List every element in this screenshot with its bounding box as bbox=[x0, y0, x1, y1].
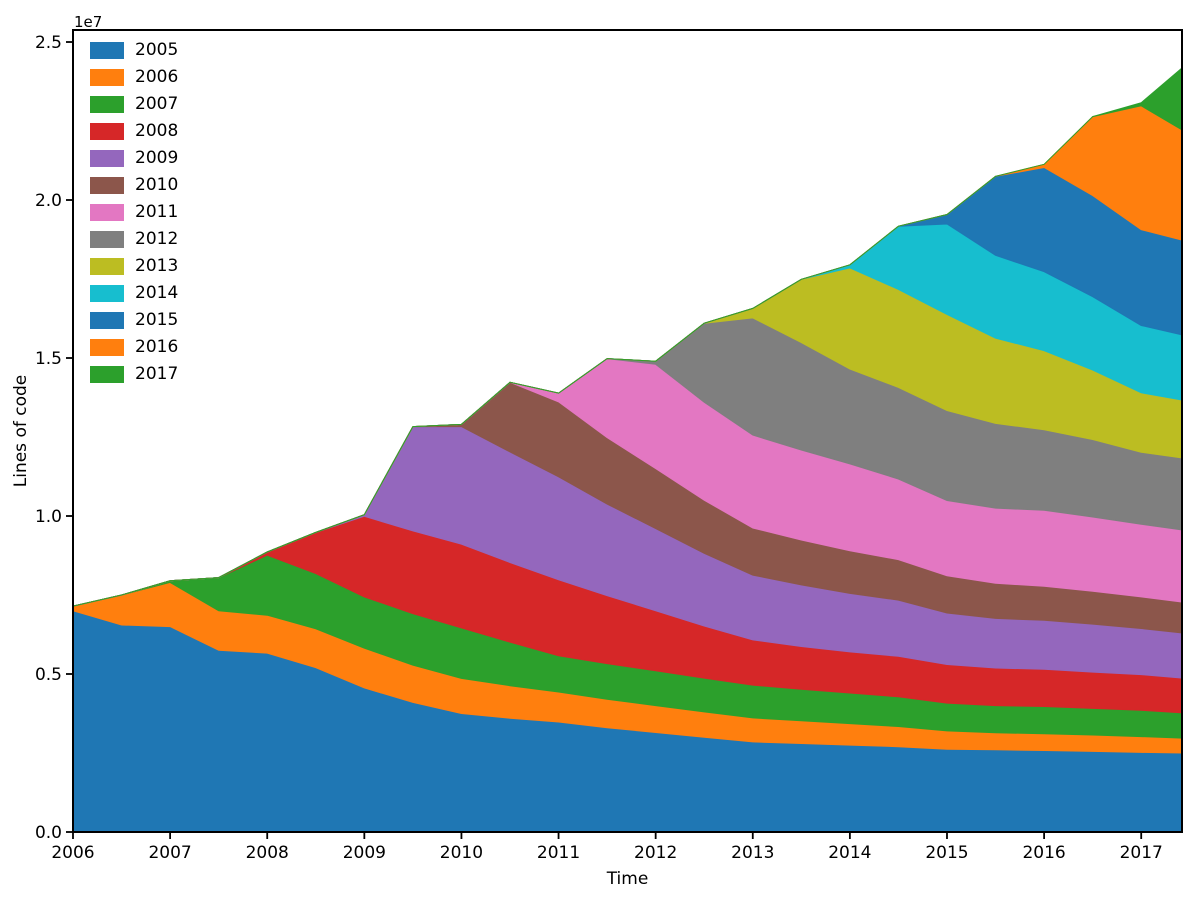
legend-label: 2012 bbox=[135, 229, 179, 249]
legend-item-2006: 2006 bbox=[90, 64, 178, 91]
x-tick-label: 2008 bbox=[246, 843, 289, 863]
legend-swatch bbox=[90, 285, 124, 302]
y-tick-label: 0.0 bbox=[35, 823, 62, 843]
legend-item-2014: 2014 bbox=[90, 280, 178, 307]
legend-swatch bbox=[90, 69, 124, 86]
legend-label: 2006 bbox=[135, 67, 179, 87]
plot-frame bbox=[72, 29, 1183, 833]
legend-swatch bbox=[90, 204, 124, 221]
legend-swatch bbox=[90, 96, 124, 113]
x-tick-label: 2013 bbox=[731, 843, 774, 863]
y-axis-ticks: 0.0 0.5 1.0 1.5 2.0 2.5 bbox=[35, 33, 73, 843]
legend-item-2016: 2016 bbox=[90, 334, 178, 361]
legend-item-2008: 2008 bbox=[90, 118, 178, 145]
x-tick-label: 2015 bbox=[925, 843, 968, 863]
legend-swatch bbox=[90, 150, 124, 167]
legend-label: 2014 bbox=[135, 283, 179, 303]
legend-swatch bbox=[90, 177, 124, 194]
x-tick-label: 2006 bbox=[51, 843, 94, 863]
x-tick-label: 2007 bbox=[148, 843, 191, 863]
x-tick-label: 2012 bbox=[634, 843, 677, 863]
x-tick-label: 2016 bbox=[1022, 843, 1065, 863]
y-axis-label: Lines of code bbox=[11, 374, 31, 488]
legend-item-2010: 2010 bbox=[90, 172, 178, 199]
y-tick-label: 2.5 bbox=[35, 33, 62, 53]
x-tick-label: 2014 bbox=[828, 843, 871, 863]
x-tick-label: 2010 bbox=[440, 843, 483, 863]
x-axis-ticks: 2006 2007 2008 2009 2010 2011 2012 2013 2014 2015… bbox=[51, 832, 1163, 863]
legend-item-2009: 2009 bbox=[90, 145, 178, 172]
y-tick-label: 1.5 bbox=[35, 349, 62, 369]
legend-item-2013: 2013 bbox=[90, 253, 178, 280]
legend-label: 2016 bbox=[135, 337, 179, 357]
legend-label: 2009 bbox=[135, 148, 179, 168]
legend-swatch bbox=[90, 312, 124, 329]
y-tick-label: 2.0 bbox=[35, 191, 62, 211]
legend-item-2017: 2017 bbox=[90, 361, 178, 388]
legend-swatch bbox=[90, 231, 124, 248]
legend-swatch bbox=[90, 339, 124, 356]
x-tick-label: 2009 bbox=[343, 843, 386, 863]
legend: 2005 2006 2007 2008 2009 2010 2011 2012 2013 2014… bbox=[90, 37, 178, 388]
x-axis-label: Time bbox=[606, 869, 649, 889]
legend-item-2012: 2012 bbox=[90, 226, 178, 253]
y-tick-label: 1.0 bbox=[35, 507, 62, 527]
legend-item-2005: 2005 bbox=[90, 37, 178, 64]
legend-item-2011: 2011 bbox=[90, 199, 178, 226]
legend-swatch bbox=[90, 42, 124, 59]
legend-label: 2007 bbox=[135, 94, 179, 114]
legend-label: 2017 bbox=[135, 364, 179, 384]
legend-swatch bbox=[90, 366, 124, 383]
legend-swatch bbox=[90, 123, 124, 140]
legend-label: 2011 bbox=[135, 202, 179, 222]
legend-swatch bbox=[90, 258, 124, 275]
legend-item-2007: 2007 bbox=[90, 91, 178, 118]
legend-label: 2015 bbox=[135, 310, 179, 330]
legend-label: 2010 bbox=[135, 175, 179, 195]
legend-item-2015: 2015 bbox=[90, 307, 178, 334]
y-axis-offset-text: 1e7 bbox=[74, 13, 103, 31]
legend-label: 2013 bbox=[135, 256, 179, 276]
legend-label: 2008 bbox=[135, 121, 179, 141]
area-layers bbox=[72, 66, 1183, 833]
y-tick-label: 0.5 bbox=[35, 665, 62, 685]
legend-label: 2005 bbox=[135, 40, 179, 60]
x-tick-label: 2011 bbox=[537, 843, 580, 863]
x-tick-label: 2017 bbox=[1120, 843, 1163, 863]
